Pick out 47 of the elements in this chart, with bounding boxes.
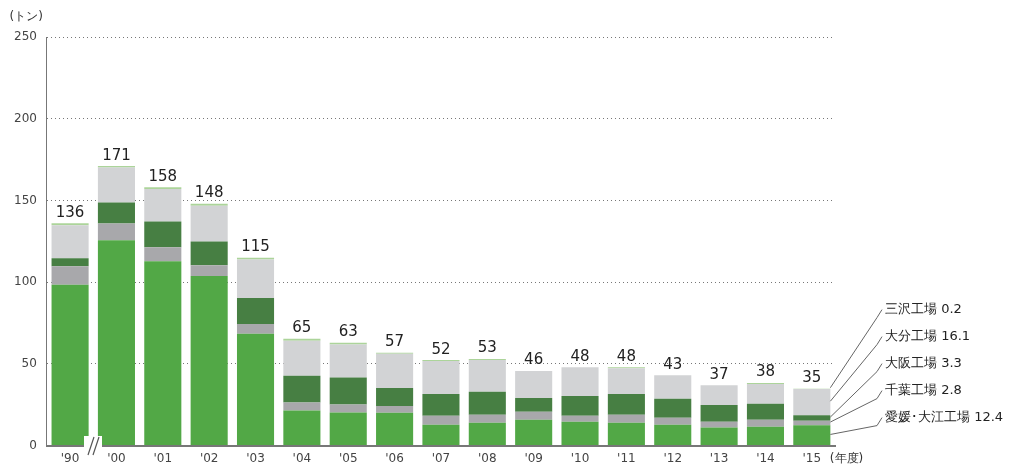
x-tick-label: '10 (570, 450, 590, 465)
x-tick-label: '14 (756, 450, 775, 465)
x-tick-label: '05 (338, 450, 358, 465)
y-tick-label: 0 (29, 437, 37, 452)
text: 大阪工場 3.3 (885, 354, 962, 370)
total-label: 136 (55, 202, 85, 221)
total-label: 43 (663, 354, 683, 373)
total-label: 148 (194, 183, 224, 202)
x-tick-label: '12 (663, 450, 683, 465)
total-label: 38 (755, 362, 776, 381)
x-tick-label: '09 (524, 450, 543, 465)
x-tick-label: '00 (107, 450, 126, 465)
total-label: 158 (148, 166, 178, 185)
x-tick-label: '90 (60, 450, 80, 465)
x-tick-label: '06 (385, 450, 404, 465)
total-label: 65 (292, 318, 312, 337)
total-label: 63 (338, 322, 358, 341)
x-tick-label: '13 (709, 450, 729, 465)
total-label: 57 (385, 332, 405, 351)
y-tick-label: 150 (14, 192, 37, 207)
total-label: 53 (477, 338, 497, 357)
y-tick-label: 50 (21, 356, 37, 371)
y-tick-label: 100 (14, 274, 37, 289)
x-tick-label: '08 (478, 450, 497, 465)
total-label: 171 (102, 145, 131, 164)
x-tick-label: '01 (153, 450, 173, 465)
total-label: 48 (570, 346, 590, 365)
y-axis-title: (トン) (9, 9, 43, 24)
text: 三沢工場 0.2 (885, 300, 962, 316)
x-axis-title: (年度) (829, 450, 864, 465)
total-label: 52 (431, 339, 451, 358)
x-tick-label: '11 (617, 450, 636, 465)
text: 千葉工場 2.8 (885, 381, 962, 397)
x-tick-label: '04 (292, 450, 312, 465)
total-label: 37 (709, 364, 729, 383)
text: 愛媛･大江工場 12.4 (885, 408, 1004, 424)
text: 大分工場 16.1 (885, 327, 971, 343)
y-tick-label: 250 (14, 29, 37, 44)
total-label: 35 (802, 368, 822, 387)
total-label: 46 (524, 350, 544, 369)
x-tick-label: '07 (431, 450, 451, 465)
total-label: 48 (616, 346, 636, 365)
x-tick-label: '02 (199, 450, 219, 465)
x-tick-label: '15 (802, 450, 822, 465)
total-label: 115 (241, 237, 270, 256)
y-tick-label: 200 (14, 110, 37, 125)
x-tick-label: '03 (246, 450, 265, 465)
